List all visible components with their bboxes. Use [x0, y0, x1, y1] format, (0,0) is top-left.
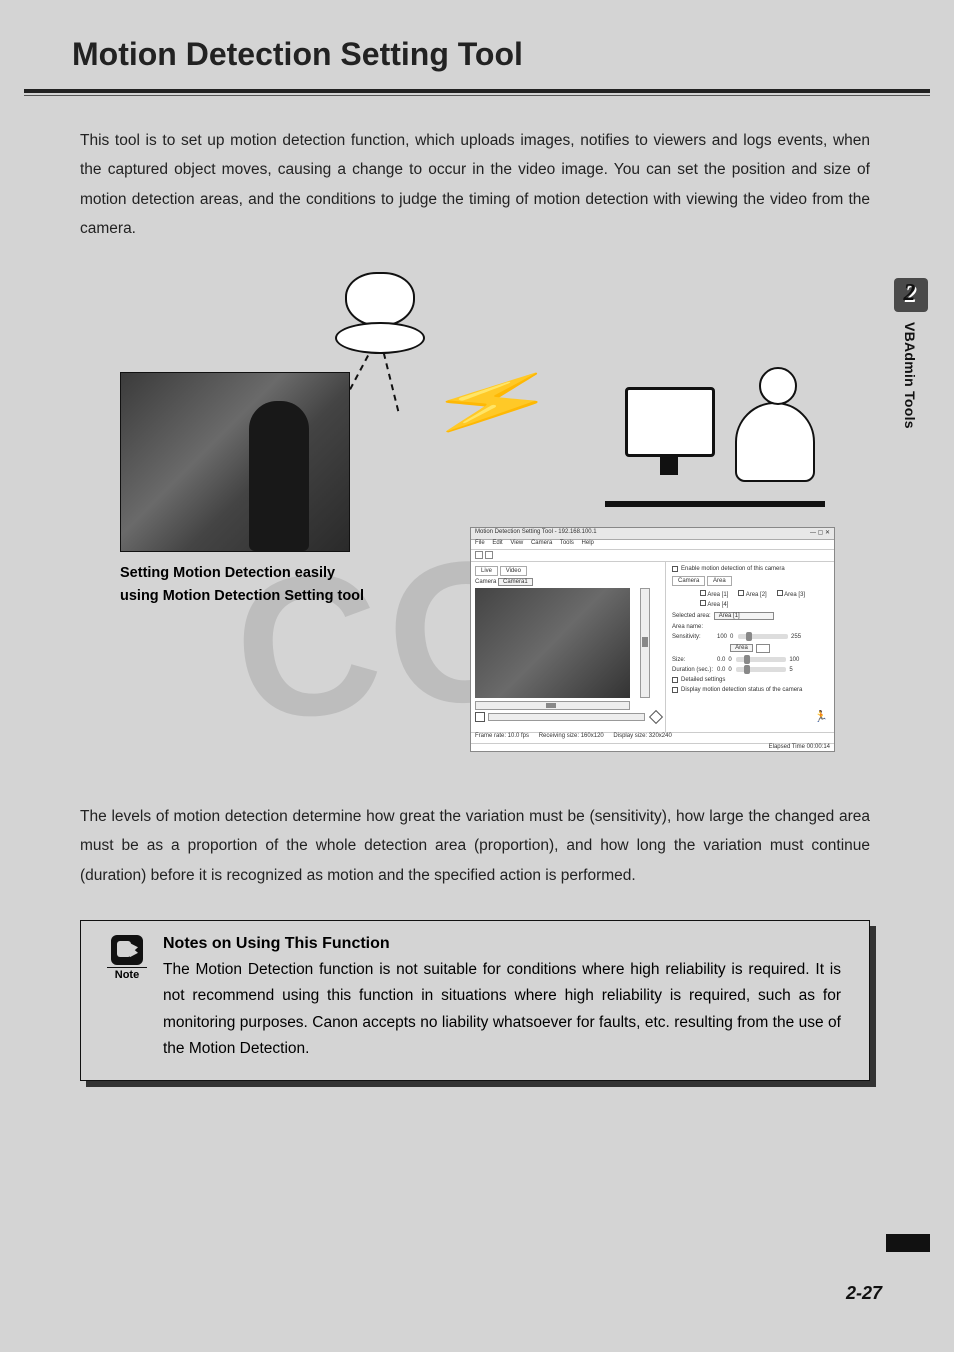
- note-icon-label: Note: [107, 967, 147, 981]
- area1-checkbox[interactable]: [700, 590, 706, 596]
- camera-select[interactable]: Camera1: [498, 578, 533, 586]
- tab-live[interactable]: Live: [475, 566, 498, 576]
- app-footer: Elapsed Time 00:00:14: [471, 743, 834, 753]
- intro-paragraph: This tool is to set up motion detection …: [80, 126, 870, 244]
- sensitivity-value: 100: [717, 634, 727, 640]
- camera-label: Camera: [475, 579, 496, 585]
- operator-illustration: [605, 357, 825, 507]
- side-section-label: VBAdmin Tools: [894, 322, 918, 429]
- duration-slider[interactable]: [736, 667, 786, 672]
- app-window: Motion Detection Setting Tool - 192.168.…: [470, 527, 835, 752]
- app-left-panel: Live Video Camera Camera1: [471, 562, 666, 732]
- app-menubar[interactable]: File Edit View Camera Tools Help: [471, 540, 834, 550]
- display-status-label: Display motion detection status of the c…: [681, 687, 802, 693]
- content: This tool is to set up motion detection …: [24, 96, 930, 1081]
- area3-label: Area [3]: [784, 592, 805, 598]
- area-button[interactable]: Area: [730, 644, 753, 652]
- tab-area[interactable]: Area: [707, 576, 732, 586]
- note-body: The Motion Detection function is not sui…: [163, 957, 841, 1062]
- window-controls[interactable]: — ▢ ✕: [810, 529, 830, 538]
- size-max: 100: [789, 657, 799, 663]
- sensitivity-label: Sensitivity:: [672, 634, 714, 640]
- enable-checkbox[interactable]: [672, 566, 678, 572]
- area1-label: Area [1]: [707, 592, 728, 598]
- indicator-box: [756, 644, 770, 653]
- chapter-number: 2: [905, 282, 917, 309]
- app-titlebar: Motion Detection Setting Tool - 192.168.…: [471, 528, 834, 540]
- status-disp-size: Display size: 320x240: [613, 733, 671, 739]
- status-recv-size: Receiving size: 160x120: [539, 733, 604, 739]
- note-icon: [111, 935, 143, 965]
- figure-caption: Setting Motion Detection easily using Mo…: [120, 562, 370, 608]
- menu-view[interactable]: View: [510, 540, 523, 546]
- menu-camera[interactable]: Camera: [531, 540, 552, 546]
- selected-area-select[interactable]: Area [1]: [714, 612, 774, 620]
- page-number: 2-27: [846, 1283, 882, 1304]
- page: Motion Detection Setting Tool This tool …: [24, 0, 930, 1352]
- detailed-checkbox[interactable]: [672, 677, 678, 683]
- app-title-text: Motion Detection Setting Tool - 192.168.…: [475, 529, 597, 538]
- note-box: Note Notes on Using This Function The Mo…: [80, 920, 870, 1081]
- person-silhouette: [249, 401, 309, 551]
- selected-area-label: Selected area:: [672, 613, 711, 619]
- area2-label: Area [2]: [746, 592, 767, 598]
- title-rule-thick: [24, 89, 930, 93]
- size-value: 0.0: [717, 657, 725, 663]
- nav-diamond-icon[interactable]: [649, 710, 663, 724]
- duration-label: Duration (sec.):: [672, 667, 714, 673]
- area4-checkbox[interactable]: [700, 600, 706, 606]
- menu-file[interactable]: File: [475, 540, 485, 546]
- app-toolbar[interactable]: [471, 550, 834, 562]
- lightning-icon: ⚡: [415, 361, 570, 444]
- status-bar: Frame rate: 10.0 fps Receiving size: 160…: [471, 732, 834, 743]
- tab-camera[interactable]: Camera: [672, 576, 705, 586]
- video-preview[interactable]: [475, 588, 630, 698]
- menu-help[interactable]: Help: [582, 540, 594, 546]
- area2-checkbox[interactable]: [738, 590, 744, 596]
- area4-label: Area [4]: [707, 602, 728, 608]
- area3-checkbox[interactable]: [777, 590, 783, 596]
- duration-max: 5: [789, 667, 792, 673]
- duration-value: 0.0: [717, 667, 725, 673]
- running-man-icon: 🏃: [814, 710, 828, 723]
- enable-label: Enable motion detection of this camera: [681, 566, 785, 572]
- tilt-slider[interactable]: [640, 588, 650, 698]
- para-levels: The levels of motion detection determine…: [80, 802, 870, 890]
- size-slider[interactable]: [736, 657, 786, 662]
- page-title: Motion Detection Setting Tool: [24, 0, 930, 89]
- sensitivity-slider[interactable]: [738, 634, 788, 639]
- pan-slider[interactable]: [475, 701, 630, 710]
- camera-illustration: [335, 272, 445, 367]
- tab-video[interactable]: Video: [500, 566, 527, 576]
- side-tab: 2 VBAdmin Tools: [894, 278, 930, 429]
- figure-block: COPY Setting Motion Detection easily usi…: [105, 272, 845, 772]
- menu-edit[interactable]: Edit: [492, 540, 502, 546]
- status-framerate: Frame rate: 10.0 fps: [475, 733, 529, 739]
- sensitivity-max: 255: [791, 634, 801, 640]
- note-title: Notes on Using This Function: [163, 935, 841, 953]
- area-name-label: Area name:: [672, 624, 703, 630]
- detailed-label: Detailed settings: [681, 677, 725, 683]
- surveillance-photo: [120, 372, 350, 552]
- app-right-panel: Enable motion detection of this camera C…: [666, 562, 834, 732]
- control-button[interactable]: [475, 712, 485, 722]
- zoom-slider[interactable]: [488, 713, 645, 721]
- chapter-badge: 2: [894, 278, 928, 312]
- footer-mark: [886, 1234, 930, 1252]
- menu-tools[interactable]: Tools: [560, 540, 574, 546]
- display-status-checkbox[interactable]: [672, 687, 678, 693]
- size-label: Size:: [672, 657, 714, 663]
